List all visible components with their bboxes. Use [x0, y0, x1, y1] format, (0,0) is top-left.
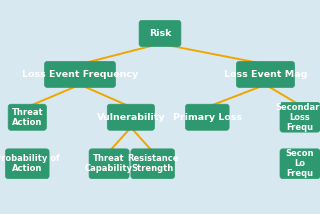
FancyBboxPatch shape — [5, 149, 49, 179]
FancyBboxPatch shape — [236, 61, 294, 88]
Text: Threat
Action: Threat Action — [12, 108, 43, 127]
FancyBboxPatch shape — [280, 149, 320, 179]
FancyBboxPatch shape — [8, 104, 46, 130]
Text: Secondary
Loss
Frequ: Secondary Loss Frequ — [275, 103, 320, 132]
Text: Loss Event Mag: Loss Event Mag — [224, 70, 307, 79]
FancyBboxPatch shape — [131, 149, 174, 179]
FancyBboxPatch shape — [89, 149, 129, 179]
FancyBboxPatch shape — [107, 104, 155, 130]
Text: Probability of
Action: Probability of Action — [0, 154, 60, 173]
Text: Secon
Lo
Frequ: Secon Lo Frequ — [286, 149, 314, 178]
Text: Primary Loss: Primary Loss — [173, 113, 242, 122]
Text: Vulnerability: Vulnerability — [97, 113, 165, 122]
FancyBboxPatch shape — [186, 104, 229, 130]
FancyBboxPatch shape — [280, 102, 320, 132]
Text: Threat
Capability: Threat Capability — [85, 154, 133, 173]
Text: Risk: Risk — [149, 29, 171, 38]
Text: Loss Event Frequency: Loss Event Frequency — [22, 70, 138, 79]
FancyBboxPatch shape — [139, 21, 181, 46]
FancyBboxPatch shape — [44, 61, 116, 88]
Text: Resistance
Strength: Resistance Strength — [127, 154, 179, 173]
